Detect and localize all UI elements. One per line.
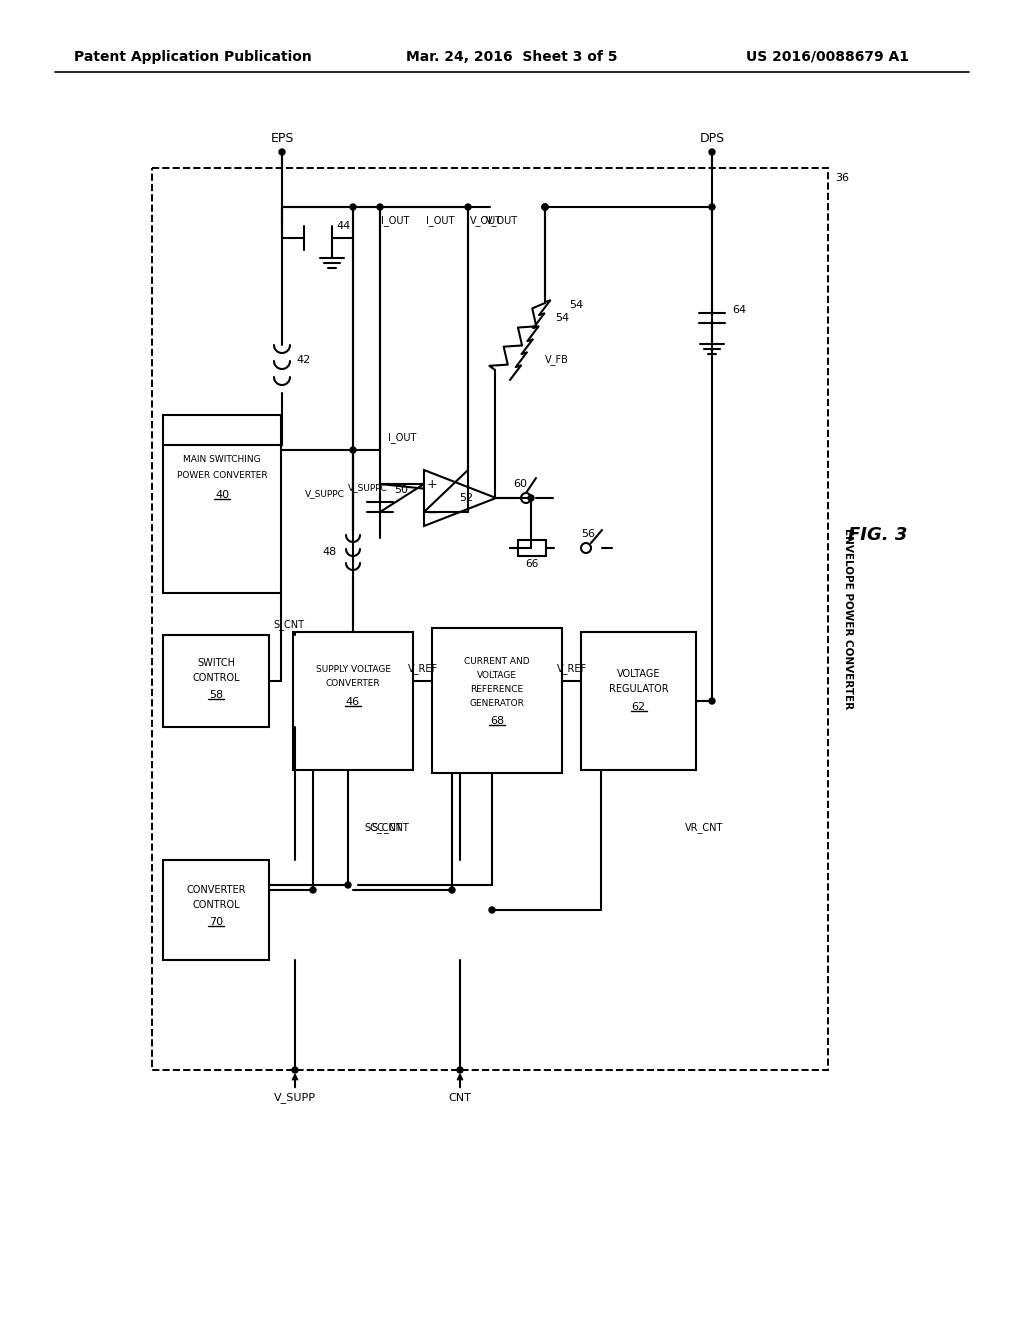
Text: V_REF: V_REF [408,664,437,675]
Text: V_SUPPC: V_SUPPC [305,490,345,499]
Text: 44: 44 [336,220,350,231]
Circle shape [542,205,548,210]
Text: 66: 66 [525,558,539,569]
Circle shape [377,205,383,210]
Bar [581,632,696,770]
Bar [293,632,413,770]
Text: GENERATOR: GENERATOR [470,698,524,708]
Circle shape [542,205,548,210]
Text: REFERENCE: REFERENCE [470,685,523,693]
Text: V_FB: V_FB [545,355,569,366]
Text: EPS: EPS [270,132,294,145]
Text: Mar. 24, 2016  Sheet 3 of 5: Mar. 24, 2016 Sheet 3 of 5 [407,50,617,63]
Circle shape [310,887,316,894]
Text: I_OUT: I_OUT [381,215,410,227]
Text: I_OUT: I_OUT [426,215,455,227]
Text: SC_CNT: SC_CNT [365,822,401,833]
Circle shape [465,205,471,210]
Text: 40: 40 [215,490,229,500]
Text: CURRENT AND: CURRENT AND [464,656,529,665]
Text: 62: 62 [632,702,645,711]
Text: SWITCH: SWITCH [197,657,234,668]
Text: 70: 70 [209,917,223,927]
Text: SC_CNT: SC_CNT [371,822,409,833]
Bar [163,635,269,727]
Text: +: + [427,479,437,491]
Text: CONVERTER: CONVERTER [326,680,380,689]
Text: V_SUPPC: V_SUPPC [348,483,388,492]
Text: 48: 48 [323,546,337,557]
Circle shape [528,495,534,502]
Text: V_OUT: V_OUT [470,215,502,227]
Text: Patent Application Publication: Patent Application Publication [74,50,312,63]
Circle shape [709,698,715,704]
Text: 52: 52 [459,492,473,503]
Text: FIG. 3: FIG. 3 [848,525,907,544]
Circle shape [542,205,548,210]
Text: 46: 46 [346,697,360,708]
Circle shape [709,205,715,210]
Text: V_SUPP: V_SUPP [274,1093,316,1104]
Circle shape [709,149,715,154]
Circle shape [350,205,356,210]
Bar [163,414,281,593]
Text: 60: 60 [513,479,527,488]
Circle shape [489,907,495,913]
Text: CNT: CNT [449,1093,471,1104]
Circle shape [449,887,455,894]
Circle shape [292,1067,298,1073]
Bar [518,540,546,556]
Text: POWER CONVERTER: POWER CONVERTER [177,470,267,479]
Text: DPS: DPS [699,132,725,145]
Text: 64: 64 [732,305,746,315]
Text: CONTROL: CONTROL [193,673,240,682]
Text: SUPPLY VOLTAGE: SUPPLY VOLTAGE [315,665,390,675]
Text: VOLTAGE: VOLTAGE [616,669,660,678]
Bar [152,168,828,1071]
Text: S_CNT: S_CNT [273,619,304,631]
Text: 58: 58 [209,690,223,700]
Text: VOLTAGE: VOLTAGE [477,671,517,680]
Text: CONTROL: CONTROL [193,900,240,909]
Text: 56: 56 [581,529,595,539]
Text: 54: 54 [569,300,583,310]
Circle shape [279,149,285,154]
Bar [163,861,269,960]
Circle shape [457,1067,463,1073]
Text: REGULATOR: REGULATOR [608,684,669,694]
Text: MAIN SWITCHING: MAIN SWITCHING [183,455,261,465]
Text: I_OUT: I_OUT [388,433,417,444]
Circle shape [345,882,351,888]
Text: 50: 50 [394,484,408,495]
Text: 54: 54 [555,313,569,323]
Text: V_OUT: V_OUT [486,215,518,227]
Text: US 2016/0088679 A1: US 2016/0088679 A1 [746,50,909,63]
Text: 36: 36 [835,173,849,183]
Text: −: − [426,506,438,520]
Text: 42: 42 [296,355,310,366]
Bar [432,628,562,774]
Text: VR_CNT: VR_CNT [685,822,724,833]
Text: V_REF: V_REF [556,664,587,675]
Text: 68: 68 [489,715,504,726]
Circle shape [350,447,356,453]
Text: CONVERTER: CONVERTER [186,884,246,895]
Text: ENVELOPE POWER CONVERTER: ENVELOPE POWER CONVERTER [843,528,853,710]
